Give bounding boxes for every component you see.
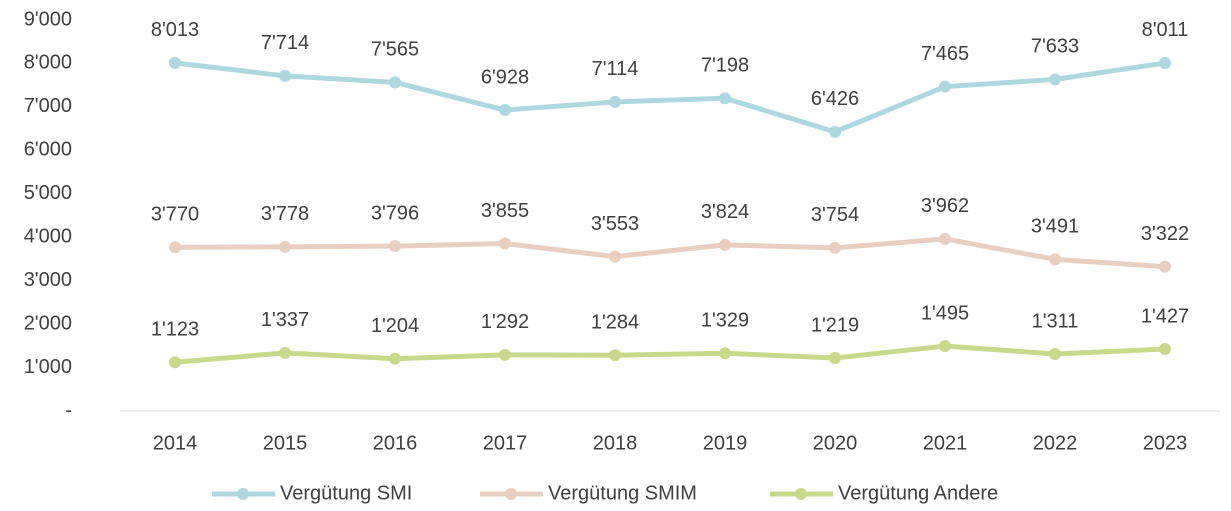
data-point [829,352,841,365]
legend-swatch-marker [505,488,517,500]
data-label: 8'013 [151,19,199,41]
data-label: 7'114 [592,58,639,80]
data-label: 1'337 [261,309,309,331]
y-tick-label: 8'000 [24,52,72,74]
data-label: 6'426 [811,88,859,110]
data-label: 1'495 [921,302,969,324]
data-point [829,125,841,138]
data-point [169,56,181,69]
x-tick-label: 2022 [1033,432,1078,454]
legend-label: Vergütung SMI [280,482,412,504]
data-label: 3'770 [151,203,199,225]
data-point [1049,348,1061,361]
x-tick-label: 2023 [1143,432,1188,454]
data-label: 7'633 [1031,36,1079,58]
series-line [172,343,1168,365]
x-tick-label: 2016 [373,432,418,454]
data-label: 1'219 [811,314,859,336]
data-label: 1'329 [701,310,749,332]
data-point [1159,260,1171,273]
y-tick-label: 3'000 [24,269,72,291]
x-tick-label: 2014 [153,432,198,454]
data-point [939,340,951,353]
data-label: 7'565 [371,39,419,61]
x-tick-label: 2019 [703,432,748,454]
data-point [169,356,181,369]
data-label: 3'855 [481,200,529,222]
data-label: 1'284 [591,311,639,333]
data-point [609,250,621,263]
data-point [499,237,511,250]
y-tick-label: 1'000 [24,356,72,378]
data-label: 3'824 [701,201,749,223]
data-label: 8'011 [1142,19,1189,41]
data-label: 3'322 [1141,223,1189,245]
data-point [609,95,621,108]
y-tick-label: 4'000 [24,226,72,248]
legend-label: Vergütung Andere [838,482,998,504]
y-tick-label: - [65,399,72,421]
data-label: 7'714 [261,32,309,54]
data-point [1159,343,1171,356]
data-label: 7'198 [701,55,749,77]
series-line [172,236,1168,270]
data-label: 7'465 [921,43,969,65]
x-tick-label: 2021 [923,432,968,454]
data-label: 3'491 [1031,216,1079,238]
data-label: 1'427 [1141,305,1189,327]
y-tick-label: 2'000 [24,312,72,334]
data-label: 3'796 [371,202,419,224]
x-tick-label: 2015 [263,432,308,454]
x-tick-label: 2017 [483,432,528,454]
legend-swatch-marker [237,488,249,500]
data-point [1049,73,1061,86]
data-point [499,348,511,361]
data-point [939,232,951,245]
data-point [719,92,731,105]
data-point [609,349,621,362]
data-label: 3'553 [591,213,639,235]
data-label: 3'754 [811,204,859,226]
legend-label: Vergütung SMIM [548,482,697,504]
data-label: 1'292 [481,311,529,333]
legend-swatch-marker [795,488,807,500]
data-point [939,80,951,93]
x-tick-label: 2018 [593,432,638,454]
series-line [172,60,1168,135]
data-label: 3'962 [921,195,969,217]
data-label: 3'778 [261,203,309,225]
y-tick-label: 6'000 [24,139,72,161]
x-tick-label: 2020 [813,432,858,454]
data-point [719,347,731,360]
y-tick-label: 7'000 [24,95,72,117]
data-point [1159,56,1171,69]
data-point [1049,253,1061,266]
data-point [279,69,291,82]
data-point [169,241,181,254]
y-tick-label: 9'000 [24,8,72,30]
data-label: 6'928 [481,66,529,88]
data-label: 1'311 [1032,310,1079,332]
data-label: 1'123 [151,318,199,340]
data-point [279,346,291,359]
data-point [279,240,291,253]
data-point [389,352,401,365]
data-point [719,238,731,251]
data-point [499,104,511,117]
y-tick-label: 5'000 [24,182,72,204]
data-point [829,241,841,254]
data-point [389,76,401,89]
data-point [389,240,401,253]
data-label: 1'204 [371,315,419,337]
